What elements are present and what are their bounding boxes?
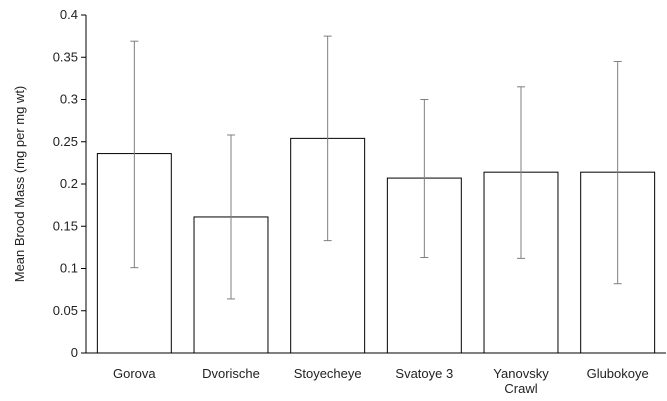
y-axis-ticks: 0 0.05 0.1 0.15 0.2 0.25 0.3 0.35 0.4 <box>53 7 86 360</box>
x-tick-label: Yanovsky Crawl <box>493 366 549 396</box>
x-tick-label: Glubokoye <box>587 366 649 381</box>
x-tick-label: Dvorische <box>202 366 260 381</box>
x-tick-label: Gorova <box>113 366 156 381</box>
error-bars <box>130 35 622 300</box>
y-tick-label: 0.25 <box>53 134 78 149</box>
bars <box>96 137 656 354</box>
x-tick-label: Svatoye 3 <box>395 366 453 381</box>
y-axis-title: Mean Brood Mass (mg per mg wt) <box>12 86 27 283</box>
y-tick-label: 0.05 <box>53 303 78 318</box>
y-tick-label: 0.35 <box>53 49 78 64</box>
y-tick-label: 0.15 <box>53 218 78 233</box>
y-tick-label: 0.4 <box>60 7 78 22</box>
y-tick-label: 0 <box>71 345 78 360</box>
x-axis-labels: Gorova Dvorische Stoyecheye Svatoye 3 Yanovs… <box>113 366 649 396</box>
y-tick-label: 0.2 <box>60 176 78 191</box>
y-tick-label: 0.1 <box>60 261 78 276</box>
y-tick-label: 0.3 <box>60 92 78 107</box>
x-tick-label: Stoyecheye <box>294 366 362 381</box>
